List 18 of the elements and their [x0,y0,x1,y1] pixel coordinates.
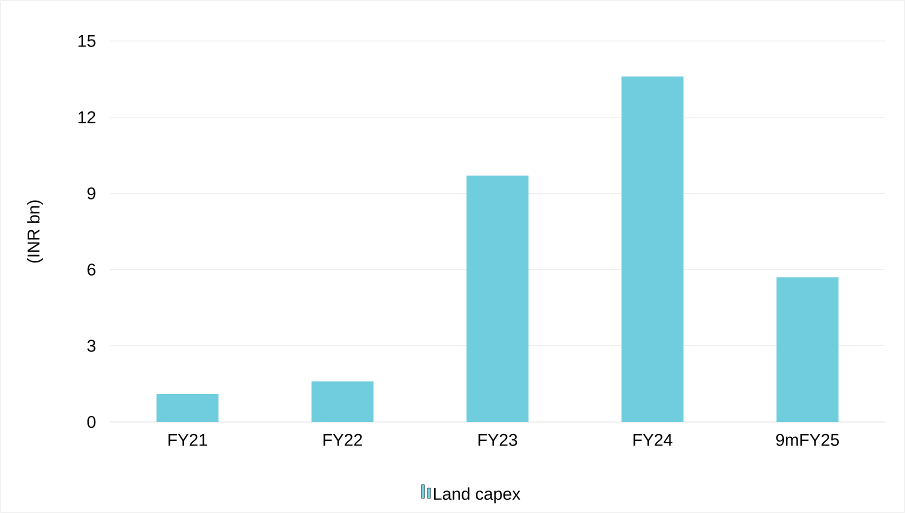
x-tick-label: FY24 [634,434,672,446]
x-tick-label: FY21 [168,434,207,446]
bar [156,394,219,422]
y-tick-label: 6 [88,264,96,276]
bar [466,176,528,422]
y-tick-label: 9 [87,187,96,200]
x-tick-label: FY22 [324,434,362,446]
y-tick-label: 12 [78,111,96,124]
bar [621,76,684,422]
bar [776,277,838,422]
y-tick-label: 0 [87,416,96,428]
x-tick-label: 9mFY25 [776,434,839,446]
y-axis-title: (INR bn) [27,200,43,263]
x-tick-label: FY23 [478,434,518,446]
y-tick-label: 3 [87,340,96,352]
y-tick-label: 15 [78,35,96,47]
legend-label: Land capex [434,487,520,504]
bar [312,381,374,422]
